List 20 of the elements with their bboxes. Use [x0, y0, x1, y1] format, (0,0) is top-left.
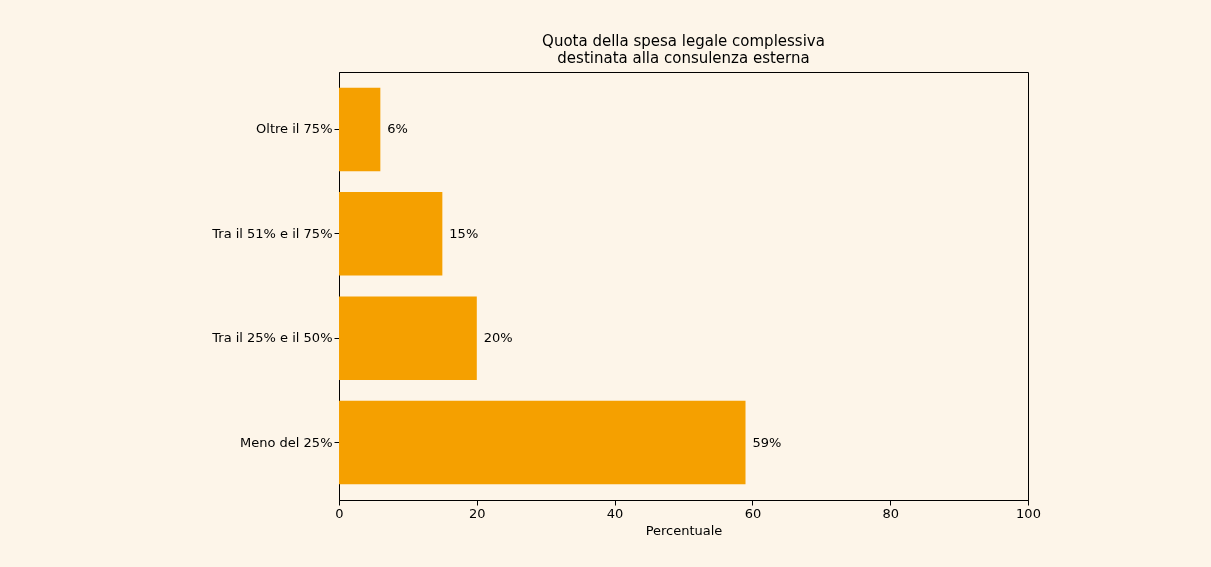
x-tick-label: 20	[469, 505, 486, 521]
y-tick-label: Tra il 25% e il 50%	[211, 330, 333, 346]
bar	[339, 87, 381, 172]
x-axis-title: Percentuale	[645, 522, 723, 538]
bar	[339, 192, 443, 276]
y-tick-label: Oltre il 75%	[256, 121, 333, 137]
x-tick-label: 100	[1016, 505, 1041, 521]
x-tick-label: 60	[744, 505, 762, 521]
x-tick-label: 0	[335, 505, 344, 521]
data-label: 6%	[387, 121, 408, 137]
bar	[339, 296, 477, 380]
data-label: 59%	[752, 434, 782, 450]
bar	[339, 400, 746, 485]
x-tick-label: 40	[606, 505, 624, 521]
x-tick-label: 80	[882, 505, 899, 521]
y-tick-label: Tra il 51% e il 75%	[211, 225, 333, 241]
data-label: 20%	[483, 330, 513, 346]
data-label: 15%	[449, 225, 479, 241]
chart-title: Quota della spesa legale complessiva destinata alla consulenza esterna	[542, 32, 825, 67]
y-tick-label: Meno del 25%	[240, 434, 333, 450]
